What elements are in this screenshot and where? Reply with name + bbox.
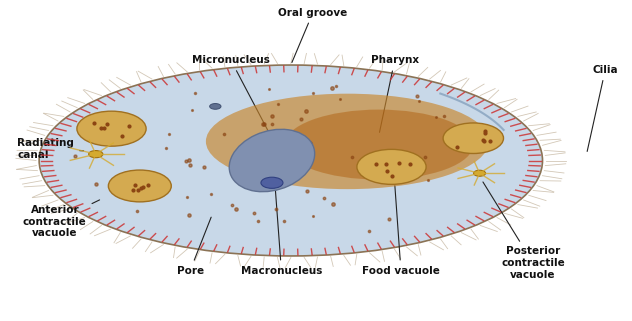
Ellipse shape	[108, 170, 171, 202]
Ellipse shape	[443, 123, 504, 153]
Ellipse shape	[210, 104, 221, 109]
Ellipse shape	[77, 111, 146, 146]
Text: Food vacuole: Food vacuole	[362, 186, 440, 275]
Ellipse shape	[261, 177, 283, 188]
Ellipse shape	[229, 129, 315, 192]
Text: Cilia: Cilia	[587, 65, 618, 152]
Ellipse shape	[39, 65, 542, 256]
Text: Posterior
contractile
vacuole: Posterior contractile vacuole	[483, 182, 565, 280]
Text: Oral groove: Oral groove	[278, 8, 348, 63]
Ellipse shape	[88, 151, 103, 158]
Text: Anterior
contractile
vacuole: Anterior contractile vacuole	[23, 200, 100, 238]
Ellipse shape	[284, 109, 473, 179]
Text: Macronucleus: Macronucleus	[241, 189, 322, 275]
Ellipse shape	[473, 170, 485, 176]
Text: Pharynx: Pharynx	[370, 56, 419, 132]
Text: Radiating
canal: Radiating canal	[17, 138, 83, 160]
Text: Micronucleus: Micronucleus	[192, 56, 270, 136]
Ellipse shape	[357, 149, 426, 184]
Text: Pore: Pore	[176, 217, 211, 275]
Ellipse shape	[206, 94, 489, 189]
